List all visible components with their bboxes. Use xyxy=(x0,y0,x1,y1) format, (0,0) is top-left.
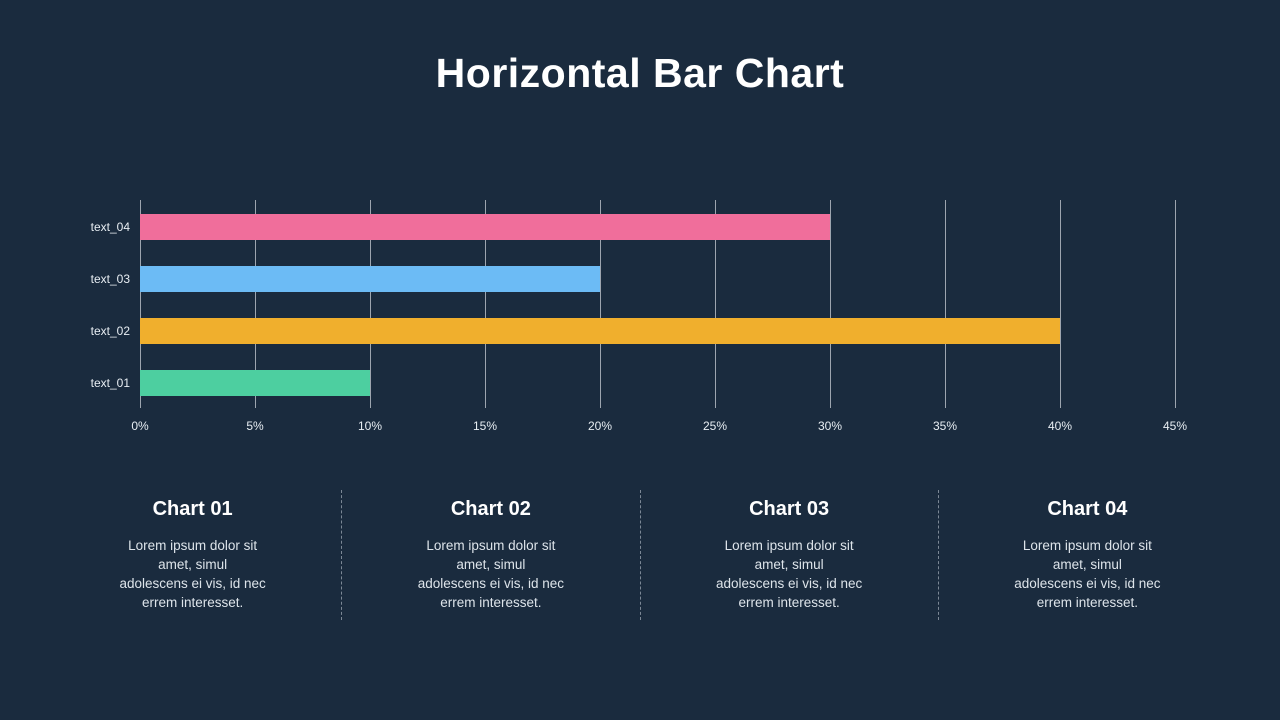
x-tick-label: 20% xyxy=(587,419,613,433)
x-tick-label: 40% xyxy=(1047,419,1073,433)
x-tick-label: 35% xyxy=(932,419,958,433)
x-tick-label: 5% xyxy=(246,419,264,433)
x-tick-label: 30% xyxy=(817,419,843,433)
category-label-text_03: text_03 xyxy=(90,272,130,286)
card-body: Lorem ipsum dolor sit amet, simul adoles… xyxy=(1014,538,1161,610)
bar-text_04 xyxy=(140,214,830,240)
bar-text_01 xyxy=(140,370,370,396)
card-title: Chart 03 xyxy=(749,498,830,520)
x-tick-label: 25% xyxy=(702,419,728,433)
card-chart-01: Chart 01 Lorem ipsum dolor sit amet, sim… xyxy=(44,490,341,620)
gridline xyxy=(370,200,371,408)
card-title: Chart 01 xyxy=(152,498,233,520)
x-tick-label: 15% xyxy=(472,419,498,433)
card-title: Chart 04 xyxy=(1047,498,1128,520)
gridline xyxy=(1060,200,1061,408)
gridline xyxy=(1175,200,1176,408)
bar-text_02 xyxy=(140,318,1060,344)
gridline xyxy=(945,200,946,408)
caption-cards: Chart 01 Lorem ipsum dolor sit amet, sim… xyxy=(44,490,1236,620)
bar-chart: 0% 5% 10% 15% 20% 25% 30% 35% 40% 45% text_04 text_… xyxy=(91,200,1187,433)
card-chart-04: Chart 04 Lorem ipsum dolor sit amet, sim… xyxy=(937,490,1236,620)
gridline xyxy=(485,200,486,408)
gridline xyxy=(830,200,831,408)
category-label-text_02: text_02 xyxy=(90,324,130,338)
category-label-text_01: text_01 xyxy=(90,376,130,390)
x-tick-label: 45% xyxy=(1162,419,1188,433)
slide-title: Horizontal Bar Chart xyxy=(435,50,845,96)
x-tick-label: 10% xyxy=(357,419,383,433)
gridline xyxy=(600,200,601,408)
gridline xyxy=(715,200,716,408)
gridline xyxy=(255,200,256,408)
category-label-text_04: text_04 xyxy=(90,220,130,234)
card-body: Lorem ipsum dolor sit amet, simul adoles… xyxy=(715,538,863,610)
card-chart-02: Chart 02 Lorem ipsum dolor sit amet, sim… xyxy=(341,490,639,620)
bar-text_03 xyxy=(140,266,600,292)
x-tick-label: 0% xyxy=(131,419,149,433)
card-body: Lorem ipsum dolor sit amet, simul adoles… xyxy=(417,538,565,610)
gridline xyxy=(140,200,141,408)
card-body: Lorem ipsum dolor sit amet, simul adoles… xyxy=(119,538,266,610)
card-title: Chart 02 xyxy=(450,498,531,520)
card-chart-03: Chart 03 Lorem ipsum dolor sit amet, sim… xyxy=(639,490,938,620)
